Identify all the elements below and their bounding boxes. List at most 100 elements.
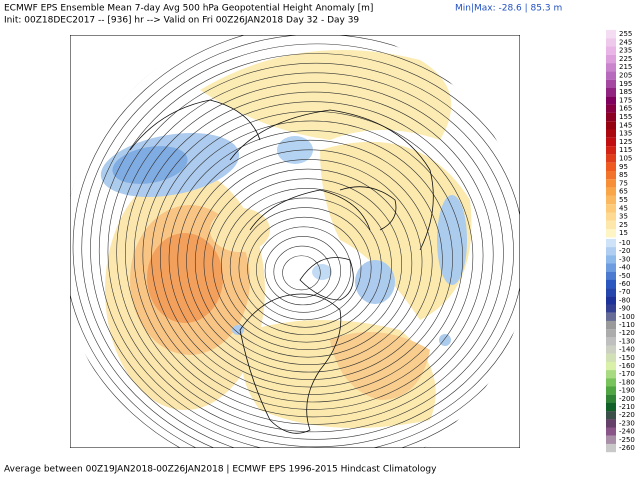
colorbar-swatch xyxy=(606,353,616,362)
map-disc xyxy=(70,35,520,448)
colorbar-swatch xyxy=(606,296,616,305)
contour xyxy=(247,216,362,321)
colorbar-label: 155 xyxy=(619,113,632,121)
colorbar-label: -110 xyxy=(619,321,635,329)
colorbar-swatch xyxy=(606,96,616,105)
colorbar-label: -100 xyxy=(619,313,635,321)
colorbar-label: -20 xyxy=(619,247,630,255)
colorbar-swatch xyxy=(606,394,616,403)
contour xyxy=(194,159,423,365)
colorbar-label: 25 xyxy=(619,221,628,229)
colorbar-swatch xyxy=(606,320,616,330)
colorbar-label: 65 xyxy=(619,188,628,196)
colorbar-label: -70 xyxy=(619,288,630,296)
contour xyxy=(133,91,494,418)
minmax: Min|Max: -28.6 | 85.3 m xyxy=(455,4,562,14)
colorbar-swatch xyxy=(606,112,616,122)
colorbar-swatch xyxy=(606,38,616,47)
colorbar-label: 195 xyxy=(619,80,632,88)
colorbar-label: -80 xyxy=(619,296,630,304)
colorbar-label: 145 xyxy=(619,121,632,129)
colorbar-swatch xyxy=(606,247,616,256)
contour xyxy=(177,139,443,380)
colorbar-swatch xyxy=(606,162,616,171)
coastlines xyxy=(129,99,434,434)
header-title: ECMWF EPS Ensemble Mean 7-day Avg 500 hP… xyxy=(4,4,373,14)
colorbar-label: -50 xyxy=(619,272,630,280)
contour xyxy=(81,35,520,448)
colorbar-label: -10 xyxy=(619,239,630,247)
colorbar-swatch xyxy=(606,288,616,297)
colorbar-swatch xyxy=(606,419,616,428)
colorbar-swatch xyxy=(606,263,616,272)
colorbar-swatch xyxy=(606,312,616,321)
colorbar-swatch xyxy=(606,255,616,264)
colorbar-label: -200 xyxy=(619,395,635,403)
colorbar-swatch xyxy=(606,195,616,205)
colorbar-label: -160 xyxy=(619,362,635,370)
colorbar-swatch xyxy=(606,104,616,113)
colorbar-swatch xyxy=(606,378,616,387)
contour xyxy=(98,53,520,448)
colorbar-swatch xyxy=(606,443,616,453)
contour xyxy=(264,236,341,306)
colorbar-swatch xyxy=(606,121,616,130)
colorbar-label: 45 xyxy=(619,204,628,212)
colorbar-label: -60 xyxy=(619,280,630,288)
colorbar-swatch xyxy=(606,304,616,313)
colorbar-label: -190 xyxy=(619,387,635,395)
colorbar-swatch xyxy=(606,146,616,155)
colorbar-swatch xyxy=(606,79,616,88)
colorbar-swatch xyxy=(606,212,616,221)
colorbar-swatch xyxy=(606,271,616,280)
colorbar-swatch xyxy=(606,171,616,180)
colorbar-label: -30 xyxy=(619,255,630,263)
contour xyxy=(256,226,352,313)
colorbar-label: -40 xyxy=(619,264,630,272)
colorbar-label: 205 xyxy=(619,72,632,80)
colorbar-label: 225 xyxy=(619,55,632,63)
colorbar-swatch xyxy=(606,361,616,371)
contour xyxy=(125,82,504,425)
colorbar-label: 165 xyxy=(619,105,632,113)
colorbar-label: 115 xyxy=(619,146,632,154)
contour xyxy=(142,101,484,410)
colorbar-label: -240 xyxy=(619,428,635,436)
colorbar-swatch xyxy=(606,129,616,138)
colorbar-swatch xyxy=(606,88,616,97)
colorbar-label: 75 xyxy=(619,179,628,187)
colorbar-label: 85 xyxy=(619,171,628,179)
colorbar-swatch xyxy=(606,329,616,338)
colorbar-label: -130 xyxy=(619,337,635,345)
colorbar-swatch xyxy=(606,279,616,289)
contour xyxy=(160,120,464,395)
colorbar-label: 125 xyxy=(619,138,632,146)
header-init: Init: 00Z18DEC2017 -- [936] hr --> Valid… xyxy=(4,16,359,26)
colorbar-swatch xyxy=(606,435,616,444)
colorbar-swatch xyxy=(606,154,616,163)
colorbar-label: -220 xyxy=(619,411,635,419)
colorbar-label: 185 xyxy=(619,88,632,96)
colorbar-label: -250 xyxy=(619,436,635,444)
footer: Average between 00Z19JAN2018-00Z26JAN201… xyxy=(4,465,437,475)
height-contours xyxy=(70,35,520,448)
colorbar-swatch xyxy=(606,29,616,39)
contour xyxy=(282,255,321,291)
colorbar-label: 135 xyxy=(619,130,632,138)
colorbar-swatch xyxy=(606,204,616,213)
contour xyxy=(72,35,520,448)
colorbar-swatch xyxy=(606,370,616,379)
colorbar-swatch xyxy=(606,71,616,80)
colorbar-label: 255 xyxy=(619,30,632,38)
colorbar-label: 215 xyxy=(619,63,632,71)
contour xyxy=(273,245,331,298)
contour xyxy=(116,72,514,433)
colorbar-label: -170 xyxy=(619,370,635,378)
contour xyxy=(186,149,433,373)
colorbar-label: 95 xyxy=(619,163,628,171)
colorbar-swatch xyxy=(606,386,616,395)
colorbar-label: -140 xyxy=(619,346,635,354)
colorbar-label: -230 xyxy=(619,419,635,427)
colorbar-label: 55 xyxy=(619,196,628,204)
colorbar-swatch xyxy=(606,54,616,64)
